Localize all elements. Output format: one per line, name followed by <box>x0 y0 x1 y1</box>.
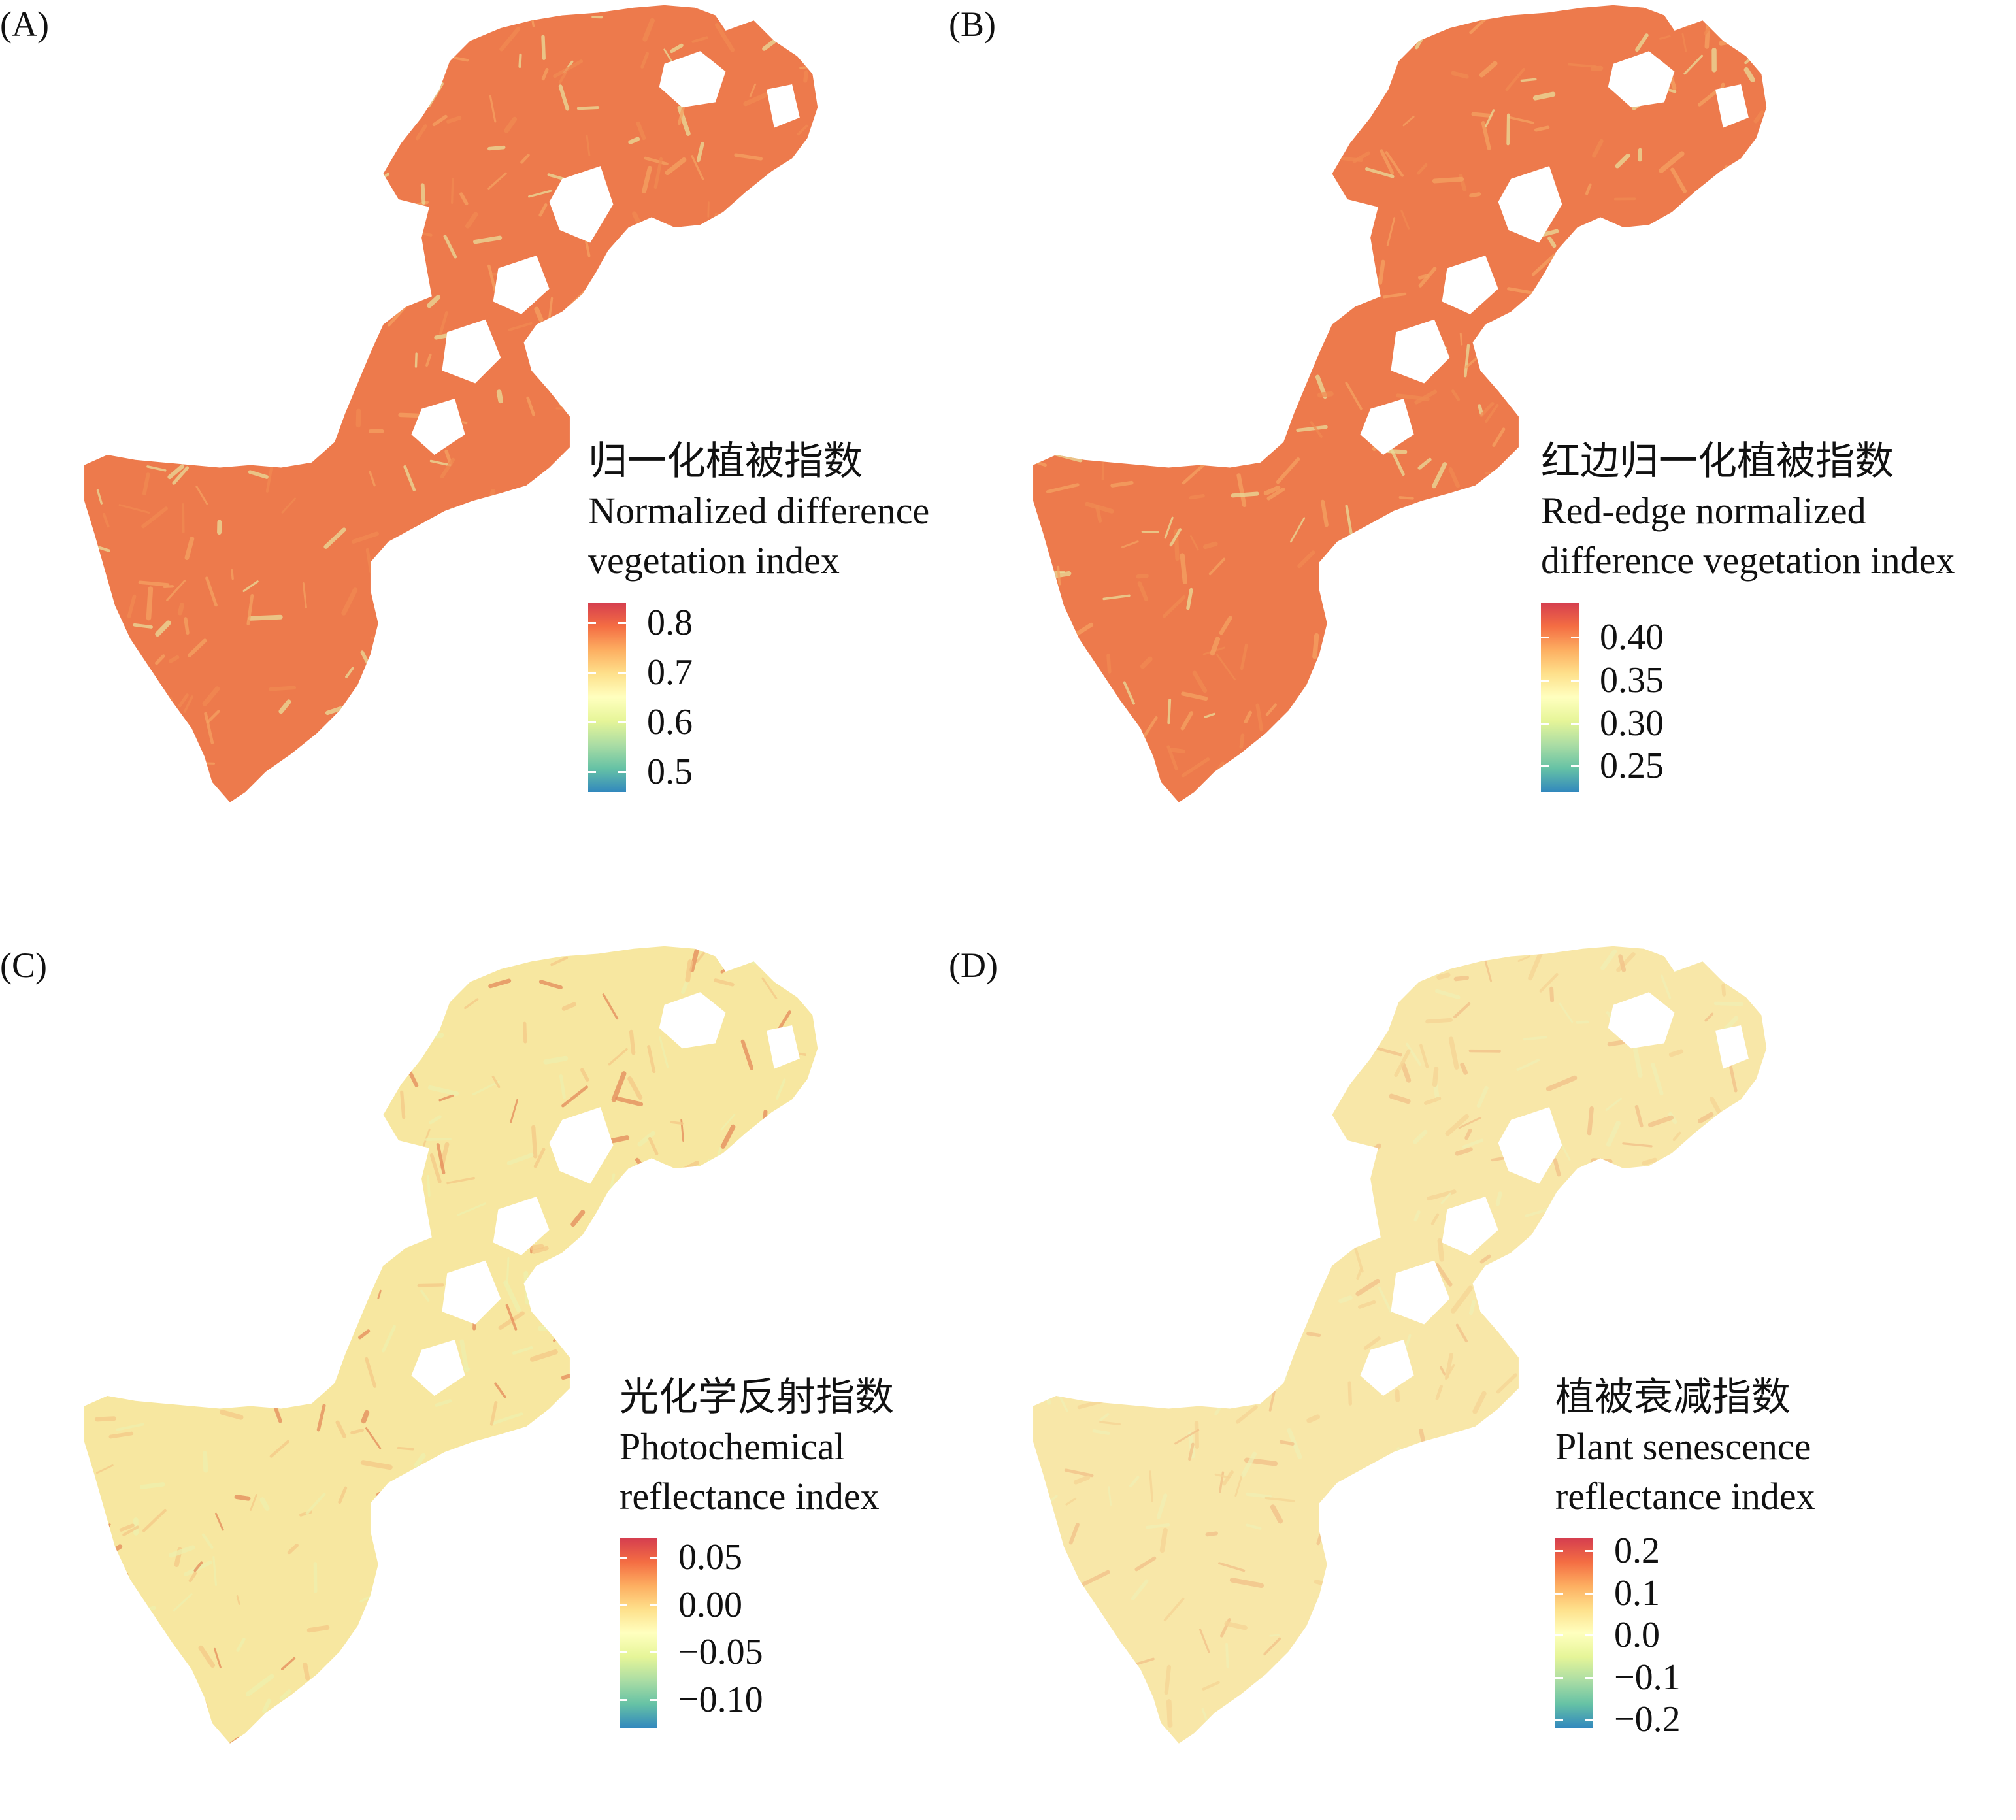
legend-title-en-line2: difference vegetation index <box>1541 536 1959 586</box>
colorbar: 0.2 0.1 0.0 −0.1 −0.2 <box>1555 1538 1974 1734</box>
tick-label: −0.1 <box>1614 1657 1681 1698</box>
panel-rendvi: (B) 红边归一化植被指数 Red-edge normalized differ… <box>949 0 1957 879</box>
legend-title-en-line1: Red-edge normalized <box>1541 486 1959 536</box>
tick-label: −0.10 <box>678 1679 763 1721</box>
tick-label: 0.35 <box>1600 659 1664 701</box>
legend-title-en-line1: Normalized difference <box>588 486 1006 536</box>
legend: 红边归一化植被指数 Red-edge normalized difference… <box>1541 437 1959 799</box>
tick-label: 0.2 <box>1614 1530 1660 1572</box>
panel-pri: (C) 光化学反射指数 Photochemical reflectance in… <box>0 941 1008 1820</box>
tick-label: 0.7 <box>647 652 693 693</box>
tick-label: −0.05 <box>678 1631 763 1673</box>
tick-label: 0.6 <box>647 701 693 743</box>
panel-psri: (D) 植被衰减指数 Plant senescence reflectance … <box>949 941 1957 1820</box>
legend-title-en-line2: reflectance index <box>1555 1472 1974 1521</box>
legend-title-en-line2: vegetation index <box>588 536 1006 586</box>
colorbar-gradient <box>588 603 626 792</box>
legend-title-cn: 归一化植被指数 <box>588 437 1006 486</box>
colorbar-gradient <box>1541 603 1579 792</box>
tick-label: 0.5 <box>647 751 693 793</box>
legend: 归一化植被指数 Normalized difference vegetation… <box>588 437 1006 799</box>
panel-ndvi: (A) 归一化植被指数 Normalized difference vegeta… <box>0 0 1008 879</box>
tick-label: 0.1 <box>1614 1572 1660 1614</box>
tick-label: 0.40 <box>1600 616 1664 658</box>
legend: 植被衰减指数 Plant senescence reflectance inde… <box>1555 1372 1974 1734</box>
legend-title-en-line1: Plant senescence <box>1555 1422 1974 1472</box>
tick-label: 0.25 <box>1600 745 1664 787</box>
tick-label: 0.8 <box>647 602 693 644</box>
tick-label: −0.2 <box>1614 1698 1681 1740</box>
legend-title-cn: 红边归一化植被指数 <box>1541 437 1959 486</box>
tick-label: 0.00 <box>678 1584 742 1626</box>
legend-title-cn: 植被衰减指数 <box>1555 1372 1974 1422</box>
colorbar-gradient <box>1555 1538 1593 1728</box>
tick-label: 0.05 <box>678 1536 742 1578</box>
tick-label: 0.30 <box>1600 703 1664 744</box>
colorbar: 0.40 0.35 0.30 0.25 <box>1541 603 1959 799</box>
colorbar: 0.8 0.7 0.6 0.5 <box>588 603 1006 799</box>
tick-label: 0.0 <box>1614 1614 1660 1656</box>
